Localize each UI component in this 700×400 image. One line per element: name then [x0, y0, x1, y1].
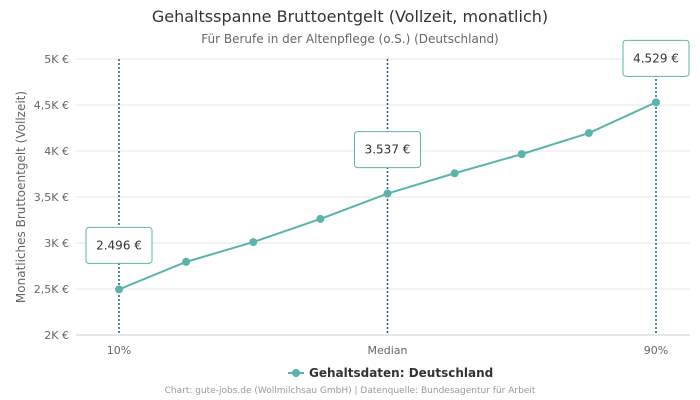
data-point[interactable] [450, 169, 459, 178]
tooltip-label: 3.537 € [365, 143, 411, 157]
tooltip-box [622, 39, 690, 77]
series-layer [115, 98, 660, 294]
grid-lines [76, 58, 690, 336]
tooltip-box [85, 226, 153, 264]
value-tooltip: 2.496 € [85, 226, 153, 264]
tooltip-label: 2.496 € [96, 238, 142, 252]
y-tick-label: 3,5K € [34, 191, 69, 204]
x-tick-label: 90% [644, 344, 668, 357]
chart-subtitle: Für Berufe in der Altenpflege (o.S.) (De… [201, 32, 499, 46]
data-point[interactable] [383, 189, 392, 198]
value-tooltip: 3.537 € [354, 131, 421, 169]
legend-item[interactable]: Gehaltsdaten: Deutschland [288, 366, 493, 380]
x-tick-label: Median [367, 344, 407, 357]
tooltip-label: 4.529 € [633, 51, 679, 65]
y-tick-label: 2K € [44, 329, 69, 342]
data-point[interactable] [249, 238, 258, 247]
y-tick-label: 4,5K € [34, 99, 69, 112]
legend-marker-icon [292, 369, 300, 377]
y-axis-label: Monatliches Bruttoentgelt (Vollzeit) [14, 91, 28, 303]
data-point[interactable] [584, 129, 593, 138]
data-point[interactable] [652, 98, 660, 107]
data-point[interactable] [517, 150, 526, 159]
chart-credits[interactable]: Chart: gute-jobs.de (Wollmilchsau GmbH) … [164, 386, 536, 396]
legend-label: Gehaltsdaten: Deutschland [309, 366, 493, 380]
x-tick-label: 10% [107, 344, 131, 357]
chart-title: Gehaltsspanne Bruttoentgelt (Vollzeit, m… [151, 7, 549, 26]
value-tooltip: 4.529 € [622, 39, 690, 77]
y-tick-label: 4K € [44, 145, 69, 158]
annotation-layer: 2.496 € 3.537 € 4.529 € [85, 39, 690, 264]
data-point[interactable] [182, 257, 191, 266]
data-point[interactable] [316, 214, 325, 223]
tooltip-box [354, 131, 421, 169]
x-axis-ticks: 10% Median 90% [107, 344, 668, 357]
y-tick-label: 5K € [44, 53, 69, 66]
data-point[interactable] [115, 285, 123, 294]
y-axis-ticks: 2K € 2,5K € 3K € 3,5K € 4K € 4,5K € 5K € [34, 53, 69, 342]
y-tick-label: 3K € [44, 237, 69, 250]
y-tick-label: 2,5K € [34, 283, 69, 296]
